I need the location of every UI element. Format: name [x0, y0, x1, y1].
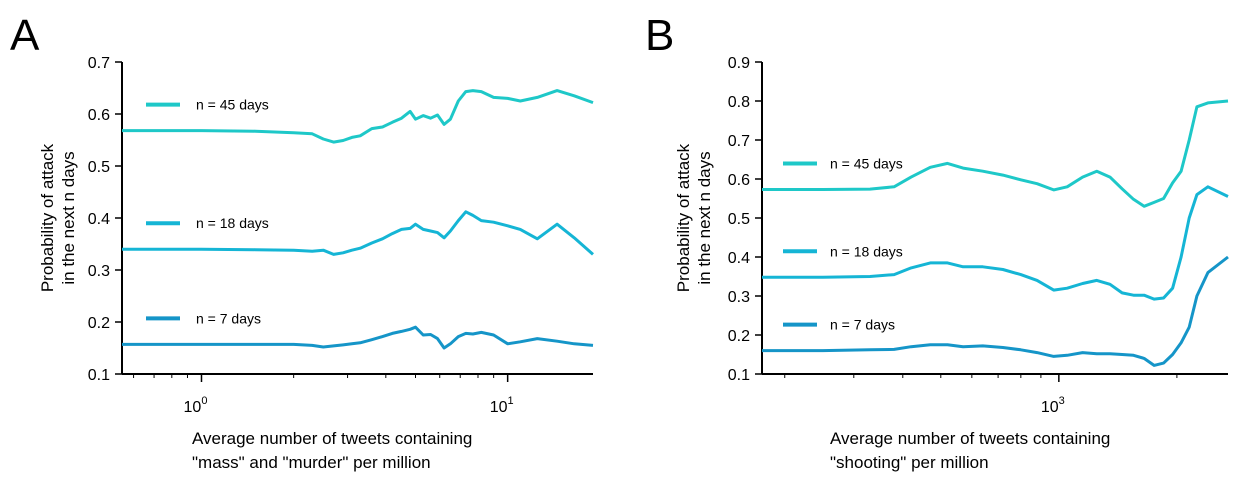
y-tick-label: 0.7: [88, 55, 110, 72]
series-label: n = 18 days: [830, 243, 903, 259]
x-tick-base: 10: [184, 399, 202, 416]
y-axis-title: Probability of attack: [674, 143, 693, 292]
series-line: [762, 255, 1229, 367]
series-line: [762, 185, 1229, 301]
series-label: n = 7 days: [830, 317, 895, 333]
series-label: n = 45 days: [830, 156, 903, 172]
x-tick-label: 100: [184, 395, 208, 416]
x-tick-exponent: 0: [201, 395, 207, 407]
y-tick-label: 0.5: [88, 159, 110, 176]
panel-b: B 0.1 0.2 0.3 0.4 0.5 0.6 0.7 0.8 0.9 103 Average n…: [645, 11, 1229, 472]
y-tick-label: 0.3: [88, 263, 110, 280]
y-tick-label: 0.9: [728, 55, 750, 72]
series-line: [122, 325, 594, 350]
y-tick-label: 0.3: [728, 289, 750, 306]
y-tick-label: 0.4: [88, 211, 110, 228]
x-tick-exponent: 1: [507, 395, 513, 407]
y-tick-label: 0.7: [728, 133, 750, 150]
y-tick-label: 0.6: [88, 107, 110, 124]
x-tick-label: 101: [490, 395, 514, 416]
series-label: n = 7 days: [196, 310, 261, 326]
x-axis-title: "mass" and "murder" per million: [192, 453, 431, 472]
panel-label: A: [10, 11, 40, 60]
y-axis-title: Probability of attack: [38, 143, 57, 292]
y-tick-label: 0.4: [728, 250, 750, 267]
y-tick-label: 0.2: [728, 328, 750, 345]
x-tick-label: 103: [1041, 395, 1065, 416]
y-tick-label: 0.2: [88, 315, 110, 332]
x-tick-exponent: 3: [1059, 395, 1065, 407]
series-label: n = 18 days: [196, 215, 269, 231]
y-axis-title: in the next n days: [59, 151, 78, 284]
series-line: [122, 89, 594, 144]
x-axis-title: Average number of tweets containing: [830, 429, 1110, 448]
x-tick-base: 10: [490, 399, 508, 416]
series-line: [122, 210, 594, 256]
y-axis-title: in the next n days: [695, 151, 714, 284]
y-tick-label: 0.8: [728, 94, 750, 111]
y-tick-label: 0.5: [728, 211, 750, 228]
y-tick-label: 0.1: [88, 367, 110, 384]
x-axis-title: "shooting" per million: [830, 453, 989, 472]
x-axis-title: Average number of tweets containing: [192, 429, 472, 448]
panel-label: B: [645, 11, 674, 60]
series-line: [762, 99, 1229, 208]
series-label: n = 45 days: [196, 97, 269, 113]
x-tick-base: 10: [1041, 399, 1059, 416]
y-tick-label: 0.1: [728, 367, 750, 384]
y-tick-label: 0.6: [728, 172, 750, 189]
